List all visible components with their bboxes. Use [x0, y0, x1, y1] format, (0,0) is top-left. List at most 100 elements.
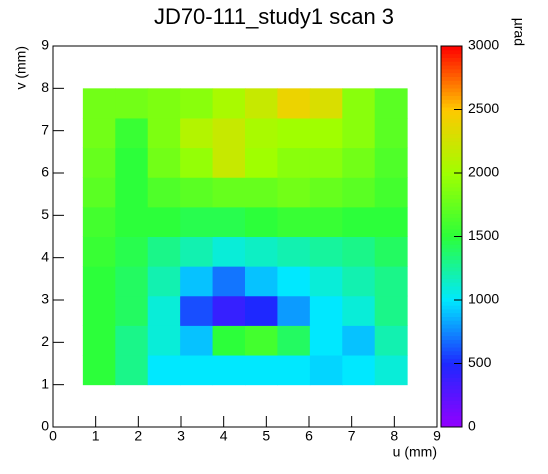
- colorbar-segment: [441, 327, 462, 333]
- heatmap-cell: [309, 355, 343, 386]
- colorbar-tick-label: 500: [468, 354, 492, 370]
- y-tick-label: 4: [41, 248, 49, 264]
- colorbar-tick-label: 0: [468, 418, 476, 434]
- heatmap-cell: [180, 236, 214, 267]
- colorbar-segment: [441, 171, 462, 177]
- x-tick-label: 3: [177, 428, 185, 444]
- heatmap-cell: [147, 355, 181, 386]
- heatmap-cell: [245, 355, 278, 386]
- y-tick-label: 7: [41, 121, 49, 137]
- heatmap-cell: [115, 147, 149, 178]
- colorbar-segment: [441, 343, 462, 348]
- colorbar-tick-label: 1500: [468, 227, 499, 243]
- heatmap-cell: [147, 295, 181, 326]
- colorbar-segment: [441, 129, 462, 135]
- colorbar-segment: [441, 369, 462, 375]
- heatmap-cell: [342, 295, 376, 326]
- heatmap-cell: [82, 147, 116, 178]
- heatmap-cell: [180, 147, 214, 178]
- heatmap-cell: [180, 266, 214, 297]
- colorbar-segment: [441, 377, 462, 382]
- colorbar-segment: [441, 404, 462, 409]
- colorbar-segment: [441, 198, 462, 203]
- heatmap-cell: [82, 88, 116, 119]
- colorbar-segment: [441, 126, 462, 131]
- colorbar-segment: [441, 46, 462, 51]
- colorbar-segment: [441, 388, 462, 394]
- heatmap-cell: [342, 266, 376, 297]
- x-axis-label: u (mm): [393, 444, 437, 460]
- colorbar-segment: [441, 206, 462, 211]
- heatmap-cell: [115, 266, 149, 297]
- colorbar-segment: [441, 320, 462, 325]
- heatmap-cell: [374, 88, 408, 119]
- heatmap-cell: [180, 88, 214, 119]
- colorbar-segment: [441, 362, 462, 367]
- colorbar-segment: [441, 381, 462, 386]
- heatmap-cell: [277, 117, 311, 149]
- colorbar-segment: [441, 84, 462, 89]
- colorbar-segment: [441, 57, 462, 62]
- colorbar-segment: [441, 186, 462, 192]
- colorbar-segment: [441, 156, 462, 161]
- plot-frame: [52, 45, 438, 428]
- colorbar-segment: [441, 68, 462, 74]
- heatmap-cell: [180, 177, 214, 208]
- heatmap-cell: [309, 177, 343, 208]
- x-tick-label: 0: [49, 428, 57, 444]
- heatmap-cell: [245, 295, 278, 326]
- colorbar-segment: [441, 190, 462, 196]
- heatmap-cell: [374, 206, 408, 237]
- colorbar-segment: [441, 106, 462, 112]
- heatmap-cell: [342, 236, 376, 267]
- colorbar-segment: [441, 99, 462, 104]
- colorbar-segment: [441, 221, 462, 226]
- colorbar-segment: [441, 297, 462, 302]
- y-tick-label: 5: [41, 206, 49, 222]
- heatmap-cell: [374, 355, 408, 386]
- heatmap-cell: [374, 266, 408, 297]
- heatmap-cell: [115, 117, 149, 149]
- heatmap-cell: [374, 147, 408, 178]
- heatmap-cell: [147, 236, 181, 267]
- heatmap-cell: [147, 147, 181, 178]
- heatmap-cell: [82, 355, 116, 386]
- colorbar-segment: [441, 53, 462, 58]
- heatmap-cell: [180, 355, 214, 386]
- x-tick-label: 5: [262, 428, 270, 444]
- colorbar-segment: [441, 255, 462, 260]
- heatmap-cell: [147, 325, 181, 356]
- colorbar-segment: [441, 194, 462, 199]
- colorbar-segment: [441, 114, 462, 119]
- heatmap-cell: [309, 236, 343, 267]
- heatmap-cell: [115, 236, 149, 267]
- colorbar-segment: [441, 213, 462, 218]
- colorbar-segment: [441, 110, 462, 116]
- heatmap-cell: [245, 117, 278, 149]
- chart-title: JD70-111_study1 scan 3: [154, 4, 394, 29]
- heatmap-cell: [212, 88, 246, 119]
- heatmap-cell: [180, 295, 214, 326]
- colorbar-segment: [441, 396, 462, 401]
- y-axis-label: v (mm): [13, 46, 29, 90]
- x-tick-label: 4: [220, 428, 228, 444]
- colorbar-segment: [441, 202, 462, 207]
- heatmap-cell: [374, 325, 408, 356]
- colorbar-label: µrad: [511, 18, 527, 46]
- colorbar-segment: [441, 266, 462, 272]
- colorbar-segment: [441, 164, 462, 169]
- colorbar-segment: [441, 373, 462, 378]
- colorbar-segment: [441, 350, 462, 356]
- colorbar-segment: [441, 339, 462, 344]
- heatmap-cell: [342, 177, 376, 208]
- x-tick-label: 2: [134, 428, 142, 444]
- colorbar-segment: [441, 385, 462, 390]
- colorbar-segment: [441, 293, 462, 298]
- y-tick-label: 6: [41, 164, 49, 180]
- heatmap-cell: [374, 236, 408, 267]
- heatmap-cell: [277, 206, 311, 237]
- colorbar-segment: [441, 346, 462, 352]
- heatmap-cell: [309, 206, 343, 237]
- colorbar-segment: [441, 358, 462, 363]
